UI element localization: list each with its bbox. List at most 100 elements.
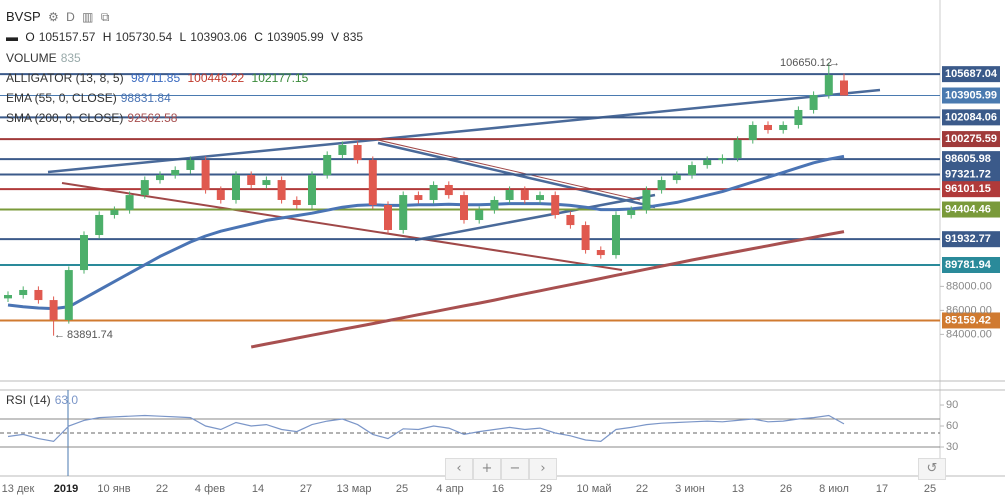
- ema-row: EMA (55, 0, CLOSE) 98831.84: [6, 91, 175, 105]
- candle-body: [809, 94, 818, 110]
- symbol-row: BVSP ⚙ D ▥ ⧉: [6, 9, 113, 25]
- indicator-name: ALLIGATOR (13, 8, 5): [6, 71, 124, 85]
- sma-row: SMA (200, 0, CLOSE) 92562.58: [6, 111, 181, 125]
- moving-average: [7, 154, 845, 311]
- candle-body: [308, 175, 316, 206]
- rsi-tick-label: 90: [946, 399, 958, 411]
- price-tag-label: 89781.94: [945, 259, 992, 271]
- rsi-tick-label: 60: [946, 420, 958, 432]
- candle-body: [748, 124, 757, 140]
- x-tick-label: 16: [492, 483, 504, 495]
- indicator-name: RSI (14): [6, 393, 51, 407]
- indicator-value: 835: [60, 51, 81, 65]
- rsi-row: RSI (14) 63.0: [6, 393, 82, 407]
- trend-line: [61, 182, 623, 271]
- low-annotation: 83891.74: [67, 329, 113, 341]
- price-tag: [942, 66, 1000, 83]
- x-tick-label: 25: [396, 483, 408, 495]
- layout-icon[interactable]: ⧉: [100, 10, 110, 24]
- candle-body: [34, 289, 43, 301]
- candle-body: [323, 154, 332, 176]
- x-tick-label: 10 янв: [97, 483, 130, 495]
- price-tag-label: 102084.06: [945, 111, 997, 123]
- key: V: [331, 30, 340, 44]
- indicator-value: 92562.58: [127, 111, 178, 125]
- candle-body: [536, 195, 544, 200]
- symbol: BVSP: [6, 9, 41, 24]
- price-tag-label: 103905.99: [945, 89, 997, 101]
- candle-body: [186, 160, 195, 170]
- price-tag: [942, 151, 1000, 168]
- compare-icon[interactable]: ▥: [82, 10, 94, 24]
- price-tag-label: 97321.72: [945, 168, 991, 180]
- candle-body: [612, 214, 620, 256]
- volume-row: VOLUME 835: [6, 51, 85, 65]
- interval[interactable]: D: [66, 10, 75, 24]
- price-tag: [942, 109, 1000, 126]
- zoom-out-button[interactable]: −: [501, 458, 529, 480]
- candle-body: [414, 195, 423, 200]
- candle-body: [19, 289, 28, 296]
- alligator-row: ALLIGATOR (13, 8, 5) 98711.85 100446.22 …: [6, 71, 312, 85]
- price-tag: [942, 231, 1000, 248]
- candle-body: [520, 190, 529, 200]
- candle-body: [216, 190, 225, 200]
- price-tag-label: 105687.04: [945, 68, 998, 80]
- price-tag: [942, 312, 1000, 329]
- candle-body: [475, 210, 484, 221]
- candle-body: [505, 190, 514, 200]
- candle-body: [596, 250, 605, 256]
- x-tick-label: 3 июн: [675, 483, 705, 495]
- indicator-name: VOLUME: [6, 51, 57, 65]
- scroll-right-button[interactable]: ›: [529, 458, 557, 480]
- candle-body: [840, 80, 848, 96]
- candle-body: [277, 180, 286, 200]
- candle-body: [566, 214, 575, 226]
- price-tag-label: 85159.42: [945, 314, 991, 326]
- rsi-line: [7, 414, 845, 443]
- candle-body: [156, 175, 164, 181]
- x-tick-label: 17: [876, 483, 888, 495]
- candle-body: [657, 180, 666, 191]
- x-tick-label: 2019: [54, 483, 78, 495]
- scroll-left-button[interactable]: ‹: [445, 458, 473, 480]
- high-annotation: 106650.12: [780, 57, 832, 69]
- zoom-in-button[interactable]: +: [473, 458, 501, 480]
- price-tag: [942, 166, 1000, 183]
- value: 105157.57: [38, 30, 96, 44]
- key: ▬: [6, 30, 18, 44]
- indicator-name: SMA (200, 0, CLOSE): [6, 111, 124, 125]
- rsi-tick-label: 30: [946, 441, 958, 453]
- candle-body: [353, 145, 362, 161]
- y-tick-label: 86000.00: [946, 304, 992, 316]
- low-arrow: ←: [54, 329, 65, 341]
- indicator-value: 102177.15: [251, 71, 309, 85]
- candle-body: [429, 184, 438, 200]
- candle-body: [49, 300, 58, 320]
- y-tick-label: 88000.00: [946, 280, 992, 292]
- price-tag: [942, 87, 1000, 104]
- x-tick-label: 26: [780, 483, 792, 495]
- price-tag: [942, 131, 1000, 148]
- value: 103903.06: [190, 30, 247, 44]
- key: O: [25, 30, 35, 44]
- candle-body: [824, 75, 833, 95]
- settings-icon[interactable]: ⚙: [48, 10, 59, 24]
- indicator-name: EMA (55, 0, CLOSE): [6, 91, 117, 105]
- x-tick-label: 14: [252, 483, 264, 495]
- candle-body: [672, 175, 681, 181]
- candle-body: [764, 124, 772, 131]
- x-tick-label: 4 апр: [436, 483, 463, 495]
- reset-button[interactable]: ↺: [918, 458, 946, 480]
- candle-body: [262, 180, 271, 185]
- candle-body: [444, 184, 453, 196]
- candle-body: [384, 205, 392, 230]
- value: 835: [343, 30, 364, 44]
- key: L: [179, 30, 187, 44]
- candle-body: [794, 109, 803, 125]
- x-tick-label: 25: [924, 483, 936, 495]
- price-tag: [942, 201, 1000, 218]
- x-tick-label: 22: [156, 483, 168, 495]
